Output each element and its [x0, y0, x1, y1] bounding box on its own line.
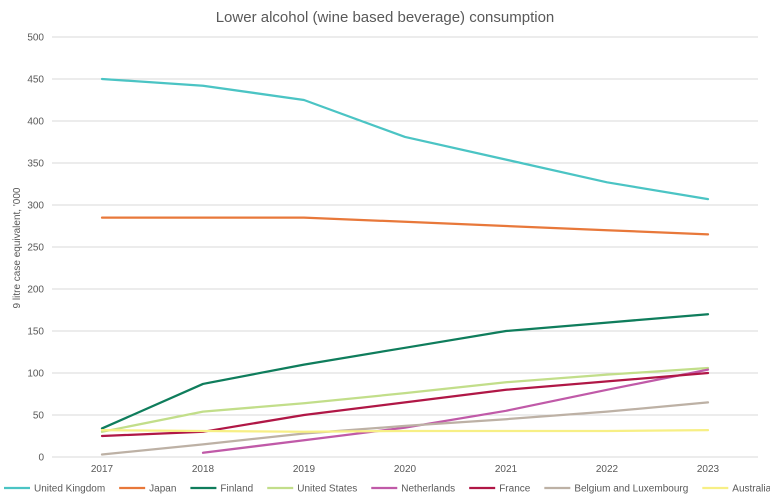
- legend-item: France: [469, 484, 531, 495]
- y-tick-label: 300: [27, 201, 44, 212]
- legend-label: United Kingdom: [34, 484, 105, 495]
- legend-item: United States: [267, 484, 357, 495]
- series-australia: [100, 428, 710, 433]
- series-finland: [100, 313, 710, 430]
- legend-label: Netherlands: [401, 484, 455, 495]
- x-tick-label: 2021: [495, 464, 518, 475]
- chart-title: Lower alcohol (wine based beverage) cons…: [216, 9, 555, 26]
- legend-label: Australia: [732, 484, 770, 495]
- y-tick-label: 400: [27, 117, 44, 128]
- legend-label: Belgium and Luxembourg: [574, 484, 688, 495]
- y-tick-label: 150: [27, 327, 44, 338]
- legend-item: Belgium and Luxembourg: [544, 484, 688, 495]
- x-tick-label: 2022: [596, 464, 619, 475]
- legend-item: Finland: [190, 484, 253, 495]
- series-belgium-and-luxembourg: [100, 401, 710, 456]
- y-tick-label: 250: [27, 243, 44, 254]
- y-axis-label: 9 litre case equivalent, '000: [12, 187, 23, 308]
- x-tick-label: 2019: [293, 464, 316, 475]
- y-tick-label: 50: [33, 411, 45, 422]
- legend-item: Japan: [119, 484, 176, 495]
- x-tick-label: 2020: [394, 464, 417, 475]
- legend-item: Australia: [702, 484, 770, 495]
- y-tick-label: 200: [27, 285, 44, 296]
- y-tick-label: 0: [38, 453, 44, 464]
- series-line: [100, 216, 710, 236]
- y-tick-label: 450: [27, 75, 44, 86]
- y-tick-label: 350: [27, 159, 44, 170]
- legend-label: Japan: [149, 484, 176, 495]
- x-tick-label: 2018: [192, 464, 215, 475]
- legend-item: United Kingdom: [4, 484, 105, 495]
- series-line: [100, 77, 710, 201]
- x-tick-label: 2023: [697, 464, 720, 475]
- x-tick-label: 2017: [91, 464, 114, 475]
- series-united-kingdom: [100, 77, 710, 201]
- series-line: [100, 366, 710, 433]
- series-netherlands: [201, 368, 710, 454]
- legend-label: France: [499, 484, 531, 495]
- legend-label: Finland: [220, 484, 253, 495]
- legend-label: United States: [297, 484, 357, 495]
- series-united-states: [100, 366, 710, 433]
- series-line: [201, 368, 710, 454]
- series-japan: [100, 216, 710, 236]
- y-tick-label: 500: [27, 33, 44, 44]
- y-tick-label: 100: [27, 369, 44, 380]
- legend-item: Netherlands: [371, 484, 455, 495]
